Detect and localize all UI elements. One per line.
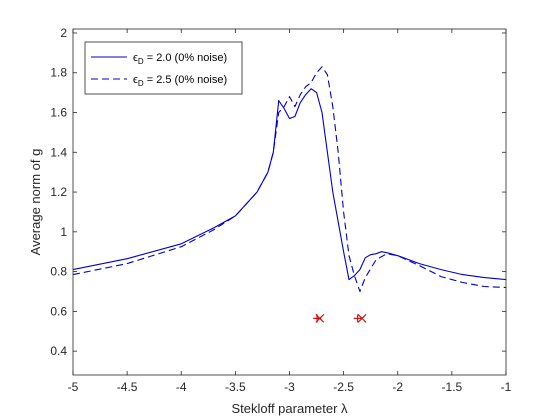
x-tick-label: -3.5 bbox=[225, 380, 246, 394]
y-tick-label: 1.4 bbox=[50, 145, 67, 159]
x-axis-ticks: -5 -4.5 -4 -3.5 -3 -2.5 -2 -1.5 -1 bbox=[68, 29, 512, 394]
y-tick-label: 1.2 bbox=[50, 185, 67, 199]
series-line-2 bbox=[72, 66, 507, 293]
x-tick-label: -1 bbox=[501, 380, 512, 394]
series-layer bbox=[72, 66, 507, 293]
x-tick-label: -3 bbox=[284, 380, 295, 394]
x-axis-label: Stekloff parameter λ bbox=[231, 401, 348, 416]
y-axis-ticks: 0.4 0.6 0.8 1 1.2 1.4 1.6 1.8 2 bbox=[50, 26, 506, 358]
legend-label-1: ϵD = 2.0 (0% noise) bbox=[133, 52, 227, 66]
legend-box bbox=[84, 41, 243, 95]
cross-marker bbox=[315, 313, 325, 323]
y-tick-label: 0.6 bbox=[50, 304, 67, 318]
y-tick-label: 1.6 bbox=[50, 106, 67, 120]
y-tick-label: 0.8 bbox=[50, 265, 67, 279]
y-tick-label: 1.8 bbox=[50, 66, 67, 80]
x-tick-label: -5 bbox=[68, 380, 79, 394]
x-tick-label: -2.5 bbox=[333, 380, 354, 394]
legend: ϵD = 2.0 (0% noise) ϵD = 2.5 (0% noise) bbox=[84, 41, 243, 95]
cross-marker bbox=[357, 313, 367, 323]
x-tick-label: -2 bbox=[392, 380, 403, 394]
x-tick-label: -4 bbox=[176, 380, 187, 394]
y-axis-label: Average norm of g bbox=[28, 149, 43, 256]
y-tick-label: 2 bbox=[60, 26, 67, 40]
x-tick-label: -1.5 bbox=[442, 380, 463, 394]
y-tick-label: 0.4 bbox=[50, 344, 67, 358]
y-tick-label: 1 bbox=[60, 225, 67, 239]
plus-marker bbox=[353, 314, 362, 323]
x-tick-label: -4.5 bbox=[117, 380, 138, 394]
marker-layer bbox=[313, 313, 367, 323]
legend-label-2: ϵD = 2.5 (0% noise) bbox=[133, 74, 227, 88]
